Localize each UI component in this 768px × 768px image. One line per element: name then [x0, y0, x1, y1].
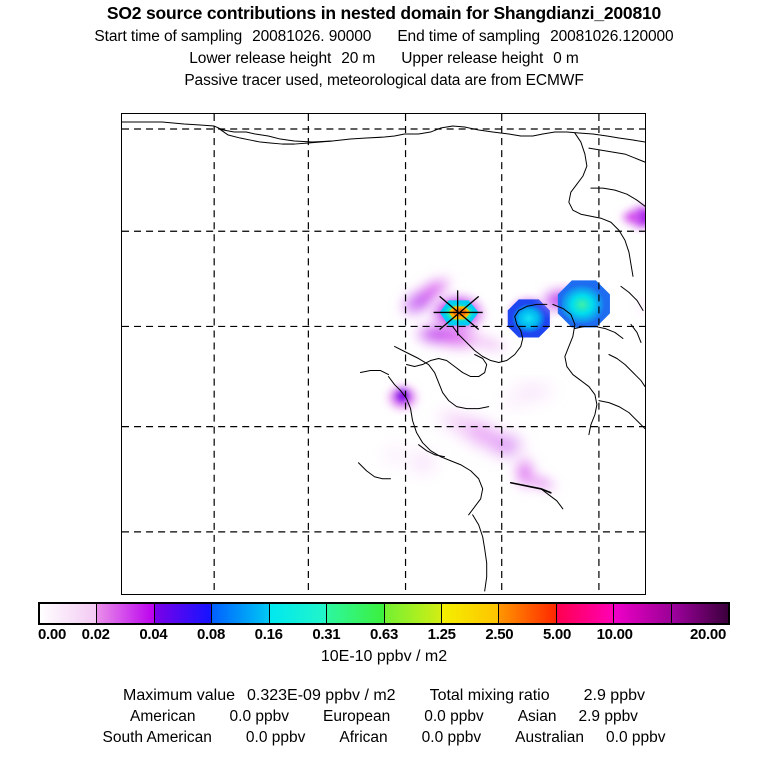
colorbar-tick-9: 5.00 [543, 626, 571, 643]
start-time-label: Start time of sampling [94, 28, 243, 45]
header: SO2 source contributions in nested domai… [0, 0, 768, 90]
stats-row-continents-1: American 0.0 ppbv European 0.0 ppbv Asian 2.9… [0, 708, 768, 726]
region-label-asian: Asian [517, 708, 557, 725]
total-mixing-ratio-label: Total mixing ratio [429, 687, 550, 704]
region-label-african: African [339, 729, 388, 746]
colorbar-unit-label: 10E-10 ppbv / m2 [320, 648, 448, 665]
colorbar: 0.00 0.02 0.04 0.08 0.16 0.31 0.63 1.25 2.50 5.00… [38, 602, 730, 646]
region-label-south-american: South American [102, 729, 212, 746]
colorbar-segment-3 [211, 604, 269, 623]
colorbar-tick-3: 0.08 [197, 626, 225, 643]
colorbar-tick-0: 0.00 [38, 626, 66, 643]
plume-south-coastal [511, 296, 645, 494]
colorbar-segment-11 [670, 604, 729, 623]
region-label-european: European [322, 708, 391, 725]
colorbar-segment-8 [498, 604, 556, 623]
colorbar-segment-9 [555, 604, 614, 623]
colorbar-tick-2: 0.04 [139, 626, 168, 643]
colorbar-segment-10 [613, 604, 671, 623]
colorbar-segment-7 [440, 604, 499, 623]
plume-diagonal-band [378, 407, 525, 479]
page-title: SO2 source contributions in nested domai… [106, 3, 662, 23]
colorbar-tick-1: 0.02 [81, 626, 110, 643]
region-value-south-american: 0.0 ppbv [245, 729, 306, 746]
statistics-block: Maximum value 0.323E-09 ppbv / m2 Total mi… [0, 684, 768, 747]
region-value-asian: 2.9 ppbv [578, 708, 638, 725]
colorbar-tick-11: 20.00 [689, 626, 727, 643]
colorbar-tick-7: 1.25 [427, 626, 456, 643]
stats-row-summary: Maximum value 0.323E-09 ppbv / m2 Total mi… [0, 687, 768, 705]
colorbar-tick-6: 0.63 [370, 626, 398, 643]
map-gridlines [122, 114, 645, 594]
region-value-european: 0.0 ppbv [424, 708, 484, 725]
release-height-row: Lower release height 20 m Upper release he… [0, 50, 768, 68]
plume-south-lobe [412, 319, 515, 357]
plume-southwest-core [383, 381, 422, 414]
colorbar-segment-1 [96, 604, 154, 623]
colorbar-segment-5 [326, 604, 384, 623]
lower-release-height-value: 20 m [341, 50, 376, 67]
colorbar-tick-4: 0.16 [254, 626, 283, 643]
colorbar-tick-5: 0.31 [312, 626, 341, 643]
method-note: Passive tracer used, meteorological data… [184, 72, 584, 89]
colorbar-tick-10: 10.00 [596, 626, 633, 643]
region-value-african: 0.0 ppbv [421, 729, 482, 746]
total-mixing-ratio-value: 2.9 ppbv [583, 687, 645, 704]
plume-faint-northeast [496, 378, 563, 413]
map-plot-area [121, 113, 646, 595]
stats-row-continents-2: South American 0.0 ppbv African 0.0 ppbv Aus… [0, 729, 768, 747]
colorbar-segment-6 [383, 604, 441, 623]
sampling-time-row: Start time of sampling 20081026. 90000 End… [0, 28, 768, 46]
colorbar-segment-0 [40, 604, 97, 623]
region-label-american: American [130, 708, 196, 725]
region-label-australian: Australian [515, 729, 585, 746]
upper-release-height-label: Upper release height [401, 50, 544, 67]
lower-release-height-label: Lower release height [189, 50, 332, 67]
colorbar-segment-4 [268, 604, 327, 623]
colorbar-segment-2 [153, 604, 212, 623]
start-time-value: 20081026. 90000 [252, 28, 372, 45]
plume-east-edge [617, 203, 645, 232]
colorbar-tick-8: 2.50 [485, 626, 514, 643]
maximum-value: 0.323E-09 ppbv / m2 [247, 687, 396, 704]
region-value-american: 0.0 ppbv [229, 708, 289, 725]
end-time-label: End time of sampling [397, 28, 541, 45]
upper-release-height-value: 0 m [553, 50, 579, 67]
region-value-australian: 0.0 ppbv [606, 729, 666, 746]
colorbar-tick-labels: 0.00 0.02 0.04 0.08 0.16 0.31 0.63 1.25 2.50 5.00… [38, 626, 730, 646]
colorbar-gradient[interactable] [38, 602, 730, 625]
maximum-value-label: Maximum value [122, 687, 236, 704]
end-time-value: 20081026.120000 [550, 28, 674, 45]
release-site-marker [433, 290, 483, 336]
